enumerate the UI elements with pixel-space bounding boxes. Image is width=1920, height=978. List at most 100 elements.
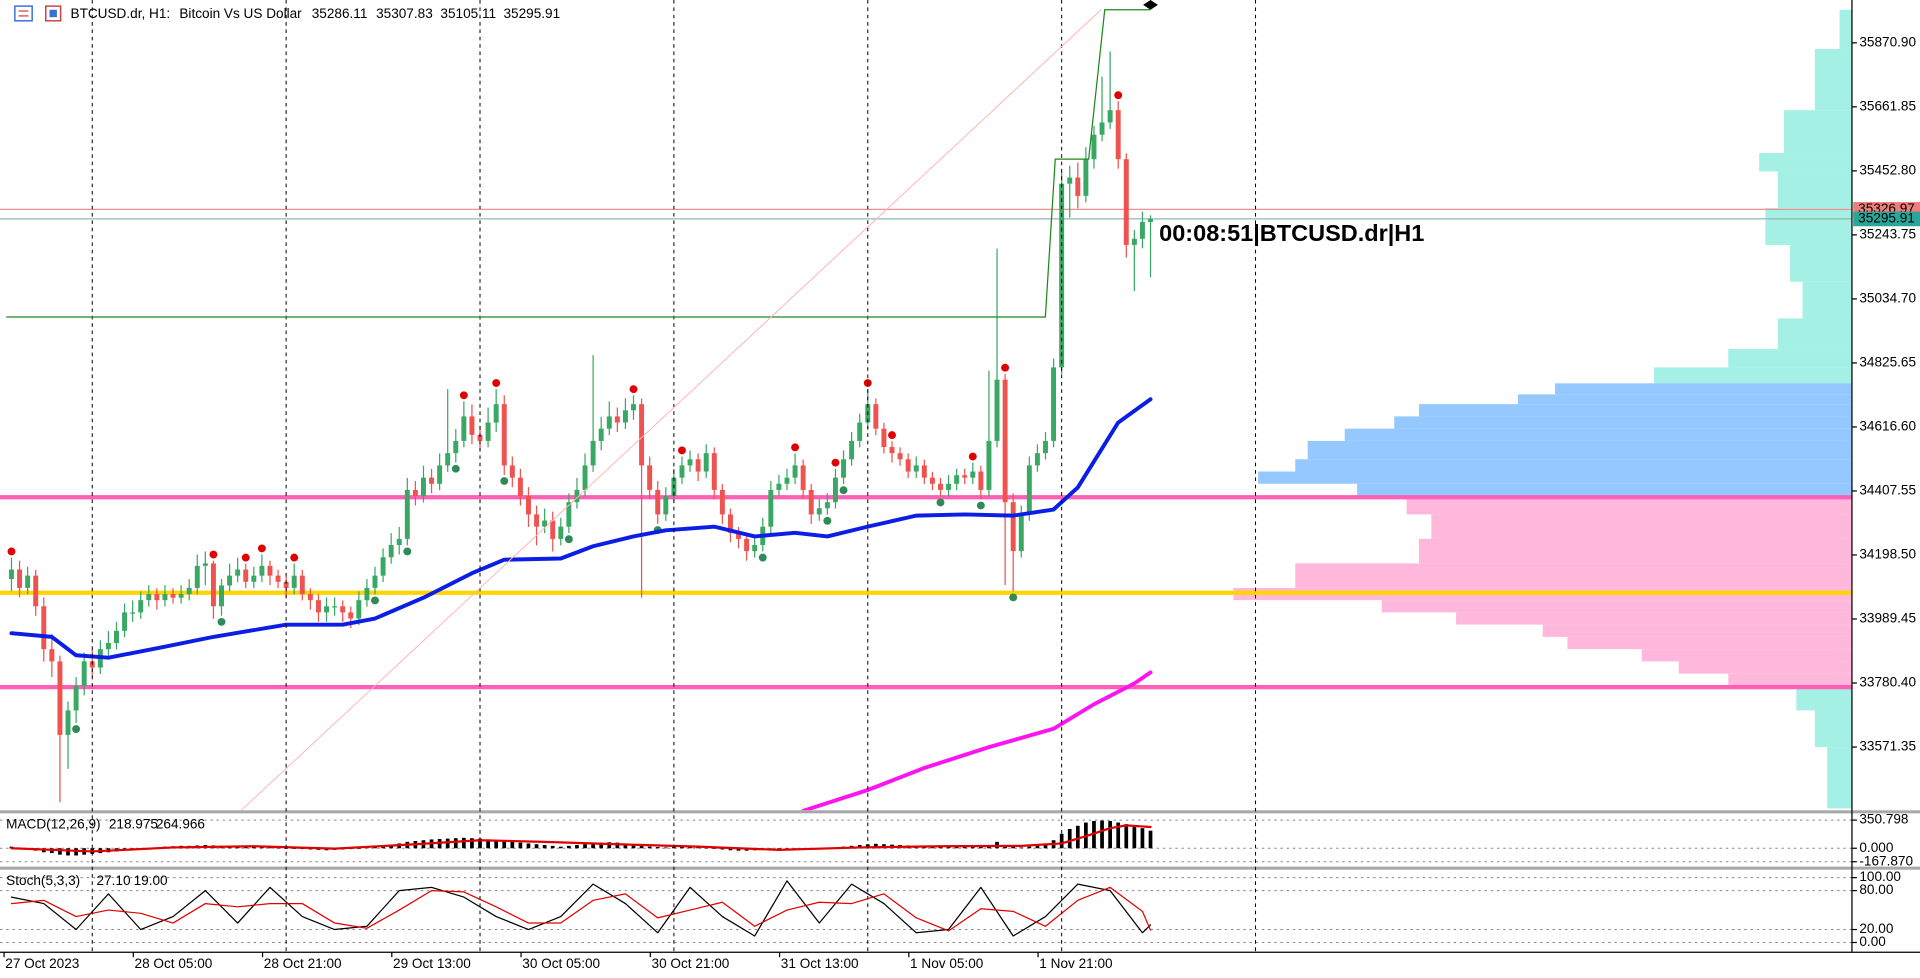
x-tick-label: 29 Oct 13:00 bbox=[393, 956, 471, 971]
candle-body bbox=[17, 569, 23, 588]
open-readout: 35286.11 bbox=[312, 6, 368, 21]
candle-body bbox=[913, 465, 919, 472]
candle-body bbox=[703, 453, 709, 472]
fractal-up bbox=[791, 443, 800, 452]
candle-body bbox=[849, 440, 855, 460]
fractal-down bbox=[451, 464, 460, 473]
y-tick-label: 35661.85 bbox=[1859, 98, 1916, 113]
moving-average bbox=[801, 670, 1153, 811]
candle-body bbox=[154, 594, 160, 601]
volume-profile-row bbox=[1295, 563, 1852, 588]
y-tick-label: 34407.55 bbox=[1859, 483, 1916, 498]
fractal-down bbox=[1009, 593, 1018, 602]
candle-body bbox=[420, 477, 426, 497]
macd-bar bbox=[58, 848, 62, 855]
volume-profile-row bbox=[1777, 318, 1852, 350]
candle-body bbox=[210, 563, 216, 607]
candle-body bbox=[946, 483, 952, 490]
menu-icon[interactable] bbox=[14, 5, 33, 22]
macd-readout: 218.975 bbox=[109, 817, 158, 832]
macd-bar bbox=[567, 845, 571, 849]
candle-body bbox=[1034, 453, 1040, 466]
candle-body bbox=[437, 465, 443, 484]
fractal-down bbox=[758, 553, 767, 562]
macd-bar bbox=[1140, 828, 1145, 849]
candle-body bbox=[105, 643, 111, 650]
fractal-up bbox=[888, 431, 896, 440]
macd-label: MACD(12,26,9) bbox=[6, 817, 100, 832]
candle-body bbox=[727, 514, 733, 533]
volume-profile-row bbox=[1344, 428, 1852, 441]
macd-bar bbox=[728, 848, 733, 851]
y-tick-label: 100.00 bbox=[1859, 869, 1901, 884]
candle-body bbox=[938, 483, 943, 490]
candle-body bbox=[493, 404, 499, 423]
candle-body bbox=[606, 416, 612, 429]
stoch-line bbox=[10, 886, 1152, 932]
candle-body bbox=[299, 575, 305, 595]
candle-body bbox=[622, 410, 628, 423]
macd-bar bbox=[1059, 833, 1064, 849]
candle-body bbox=[889, 447, 895, 454]
overlay: BTCUSD.dr, H1: Bitcoin Vs US Dollar 3528… bbox=[6, 0, 1424, 888]
candle-body bbox=[679, 465, 685, 478]
macd-bar bbox=[470, 838, 474, 849]
volume-profile-row bbox=[1456, 612, 1852, 625]
macd-bar bbox=[486, 839, 490, 849]
macd-bar bbox=[66, 848, 70, 856]
fractal-up bbox=[290, 553, 299, 562]
fractal-up bbox=[7, 547, 16, 556]
volume-profile-row bbox=[1839, 9, 1852, 49]
candle-body bbox=[194, 565, 200, 588]
fractal-up bbox=[629, 385, 638, 394]
candle-body bbox=[687, 459, 693, 466]
candle-body bbox=[808, 489, 814, 515]
fractal-down bbox=[564, 535, 573, 544]
candle-body bbox=[81, 661, 87, 686]
candle-body bbox=[73, 685, 79, 711]
candle-body bbox=[663, 496, 669, 515]
fractal-up bbox=[968, 452, 977, 461]
stoch-k-readout: 27.10 bbox=[96, 873, 130, 888]
volume-profile-row bbox=[1783, 110, 1852, 154]
fractal-down bbox=[936, 498, 945, 507]
volume-profile-row bbox=[1678, 661, 1852, 674]
volume-profile-row bbox=[1406, 496, 1852, 515]
candle-body bbox=[122, 612, 128, 631]
macd-bar bbox=[873, 843, 878, 849]
candle-body bbox=[841, 459, 847, 478]
candle-body bbox=[404, 489, 410, 539]
y-tick-label: 0.000 bbox=[1859, 840, 1893, 855]
candle-body bbox=[227, 575, 233, 586]
candle-body bbox=[542, 520, 548, 527]
candle-body bbox=[776, 483, 782, 490]
fractal-down bbox=[371, 596, 379, 605]
candle-body bbox=[550, 520, 556, 539]
volume-profile-row bbox=[1517, 394, 1852, 405]
candle-body bbox=[897, 453, 903, 460]
signal-readout: 264.966 bbox=[156, 817, 205, 832]
y-tick-label: 33571.35 bbox=[1859, 739, 1916, 754]
candle-body bbox=[1083, 159, 1089, 196]
close-readout: 35295.91 bbox=[504, 6, 561, 21]
candle-body bbox=[1115, 110, 1121, 160]
y-tick-label: 350.798 bbox=[1859, 812, 1908, 827]
candle-body bbox=[994, 379, 1000, 441]
fractal-down bbox=[403, 547, 412, 556]
macd-bar bbox=[453, 838, 458, 849]
candle-body bbox=[1091, 134, 1097, 160]
candle-body bbox=[429, 477, 435, 484]
macd-bar bbox=[639, 845, 644, 849]
candle-body bbox=[267, 565, 273, 576]
y-tick-label: 33780.40 bbox=[1859, 675, 1916, 690]
candle-body bbox=[33, 575, 39, 607]
candle-body bbox=[1018, 514, 1024, 552]
macd-bar bbox=[591, 843, 595, 849]
candle-body bbox=[962, 475, 968, 478]
volume-profile-row bbox=[1654, 367, 1852, 384]
candle-body bbox=[526, 496, 531, 515]
macd-bar bbox=[647, 846, 652, 849]
candle-body bbox=[574, 489, 580, 503]
y-tick-label: 34616.60 bbox=[1859, 419, 1916, 434]
